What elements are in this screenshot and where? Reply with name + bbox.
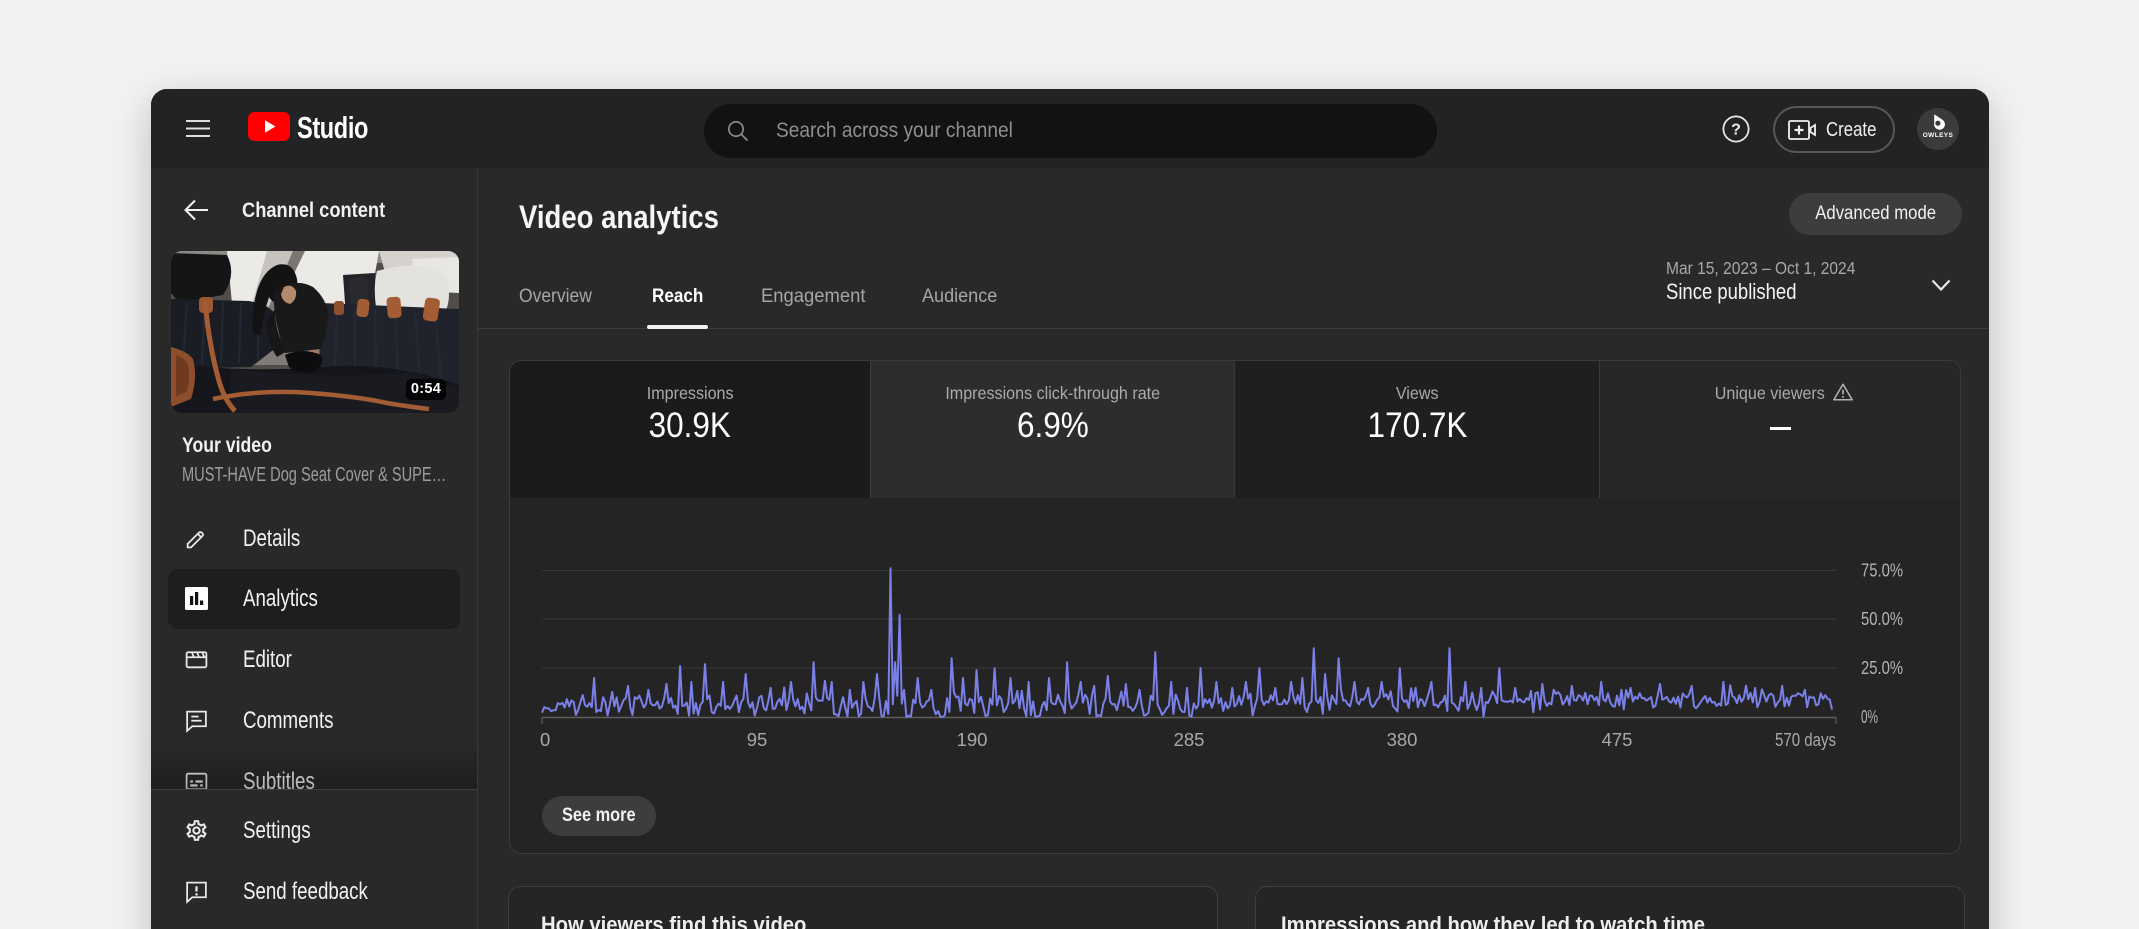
svg-text:475: 475	[1602, 729, 1633, 750]
svg-text:0%: 0%	[1861, 707, 1878, 727]
svg-text:380: 380	[1387, 729, 1418, 750]
svg-text:25.0%: 25.0%	[1861, 658, 1903, 678]
svg-text:570 days: 570 days	[1775, 729, 1836, 750]
svg-text:?: ?	[1731, 122, 1741, 139]
svg-text:75.0%: 75.0%	[1861, 561, 1903, 581]
svg-text:190: 190	[957, 729, 988, 750]
svg-text:0: 0	[540, 729, 550, 750]
svg-text:50.0%: 50.0%	[1861, 609, 1903, 629]
svg-text:95: 95	[747, 729, 768, 750]
svg-text:285: 285	[1174, 729, 1205, 750]
